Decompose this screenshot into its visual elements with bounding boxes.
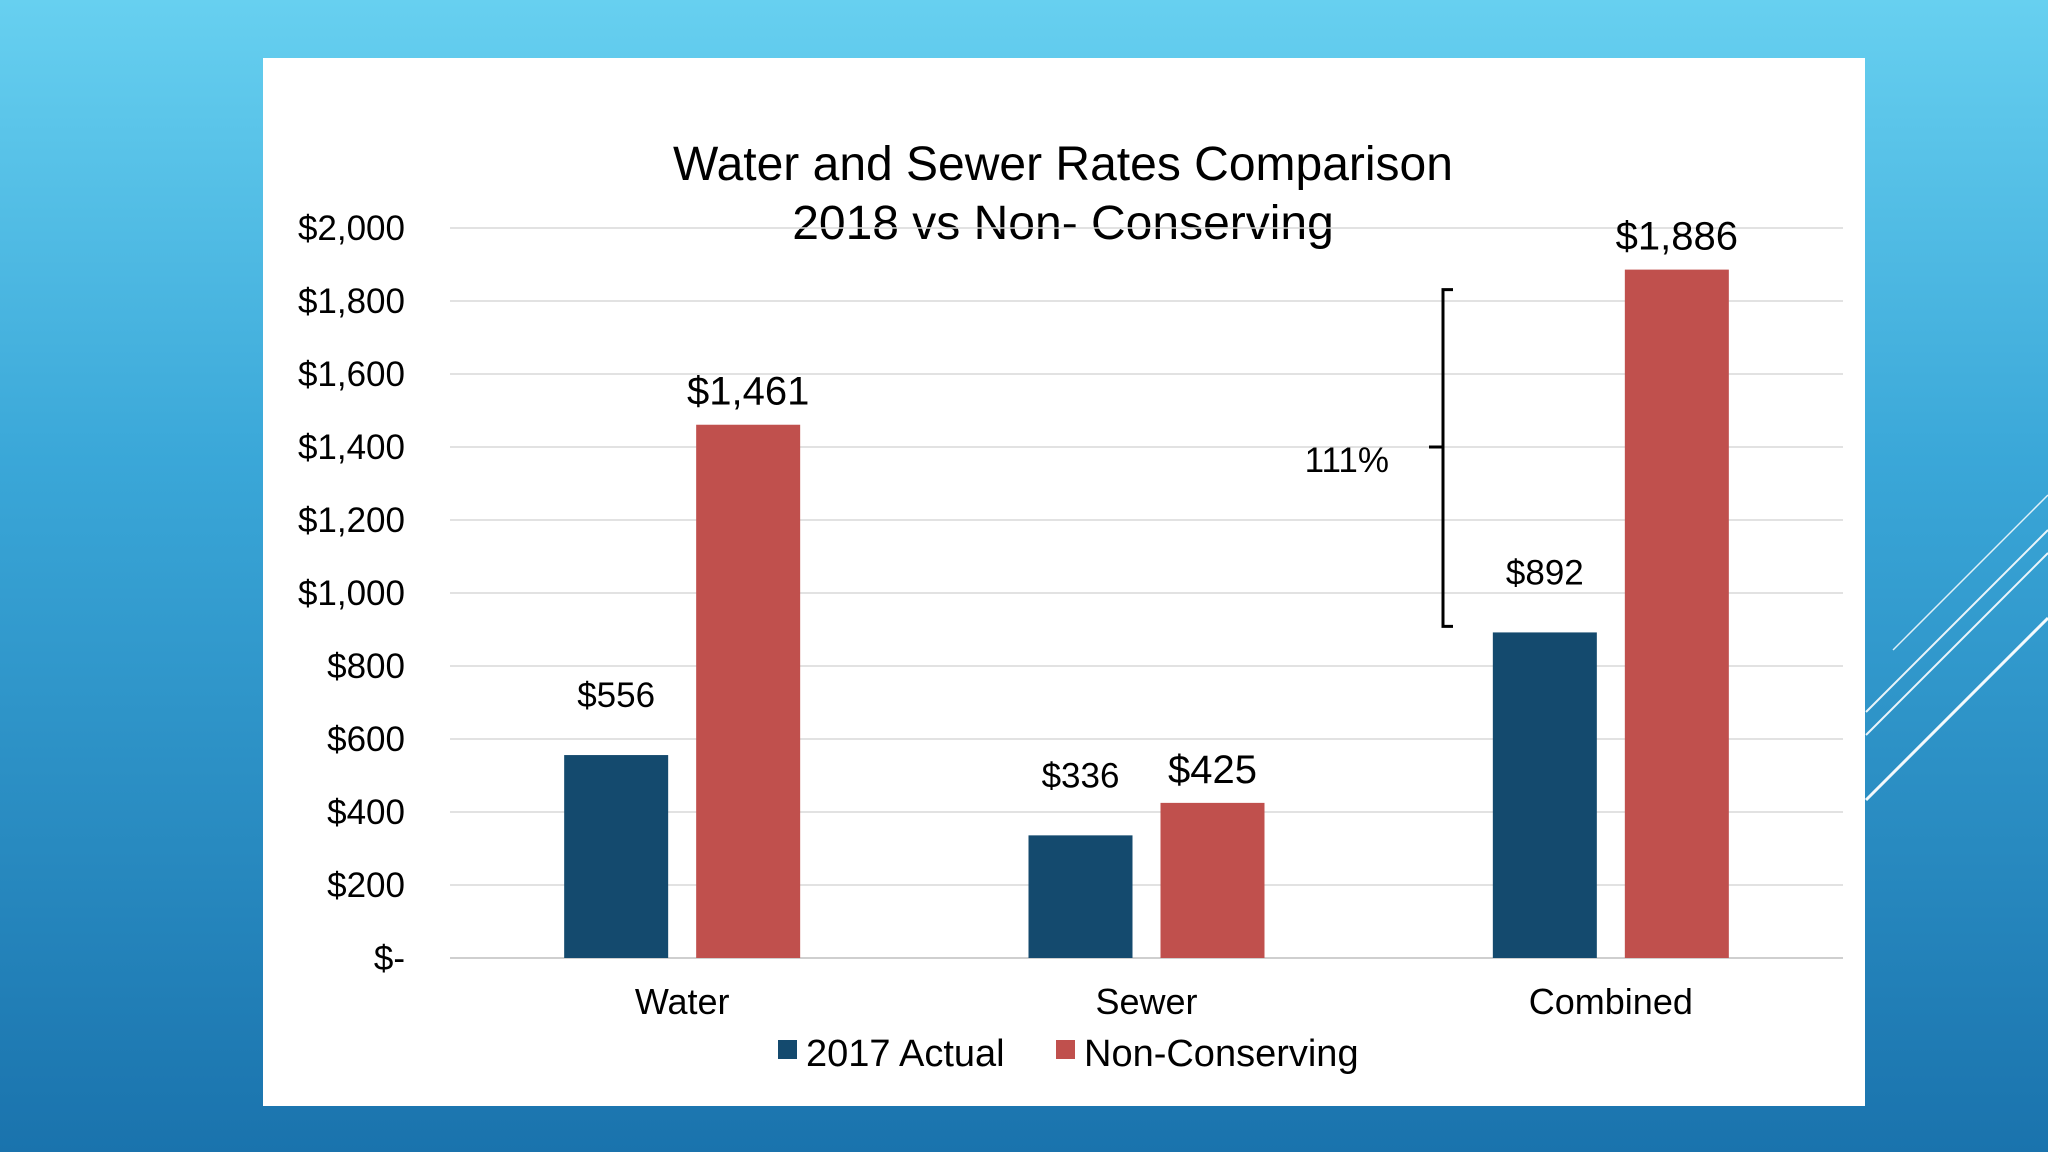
y-tick-label: $600	[327, 720, 405, 759]
bar-chart: Water and Sewer Rates Comparison 2018 vs…	[298, 138, 1843, 1075]
deco-line	[1892, 494, 2048, 651]
legend-label: 2017 Actual	[806, 1033, 1005, 1075]
chart-title: Water and Sewer Rates Comparison	[673, 138, 1453, 191]
legend-swatch	[778, 1040, 797, 1059]
y-tick-label: $1,600	[298, 355, 405, 394]
bar-water-2017-actual	[564, 755, 669, 958]
data-label: $1,461	[687, 370, 809, 414]
x-category-label: Combined	[1529, 981, 1693, 1022]
legend-label: Non-Conserving	[1084, 1033, 1359, 1075]
x-axis-categories: Water Sewer Combined	[635, 981, 1693, 1022]
bar-sewer-2017-actual	[1028, 835, 1133, 958]
data-labels: $556 $1,461 $336 $425 $892 $1,886	[577, 215, 1738, 796]
y-tick-label: $400	[327, 793, 405, 832]
y-tick-label: $200	[327, 866, 405, 905]
bar-combined-2017-actual	[1492, 632, 1597, 958]
bar-combined-non-conserving	[1624, 269, 1729, 958]
y-axis-ticks: $- $200 $400 $600 $800 $1,000 $1,200 $1,400 $1,6…	[298, 209, 405, 978]
y-tick-label: $1,400	[298, 428, 405, 467]
growth-annotation: 111%	[1305, 288, 1453, 628]
y-tick-label: $800	[327, 647, 405, 686]
x-category-label: Sewer	[1095, 981, 1197, 1022]
data-label: $336	[1042, 756, 1120, 795]
legend-swatch	[1056, 1040, 1075, 1059]
deco-line	[1865, 529, 2048, 713]
bar-sewer-non-conserving	[1160, 802, 1265, 958]
growth-annotation-text: 111%	[1305, 441, 1389, 480]
deco-line	[1865, 552, 2048, 736]
chart-panel: Water and Sewer Rates Comparison 2018 vs…	[263, 58, 1865, 1106]
y-tick-label: $-	[374, 939, 405, 978]
bar-water-non-conserving	[696, 424, 801, 958]
y-tick-label: $1,000	[298, 574, 405, 613]
data-label: $425	[1168, 748, 1257, 792]
bars	[564, 269, 1729, 958]
deco-line	[1864, 616, 2048, 802]
data-label: $1,886	[1616, 215, 1738, 259]
legend: 2017 Actual Non-Conserving	[778, 1033, 1359, 1075]
y-tick-label: $2,000	[298, 209, 405, 248]
data-label: $556	[577, 676, 655, 715]
x-category-label: Water	[635, 981, 730, 1022]
y-tick-label: $1,200	[298, 501, 405, 540]
chart-subtitle: 2018 vs Non- Conserving	[792, 197, 1334, 250]
gridlines	[450, 227, 1843, 959]
bracket-line	[1429, 288, 1453, 628]
y-tick-label: $1,800	[298, 282, 405, 321]
data-label: $892	[1506, 553, 1584, 592]
